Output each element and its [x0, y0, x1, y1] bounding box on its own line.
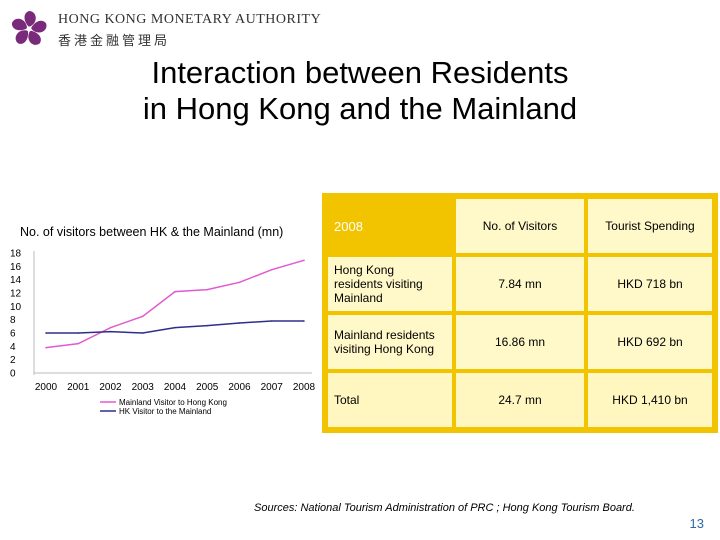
- series-point-0: [141, 315, 144, 318]
- table-row-label: Total: [328, 373, 452, 427]
- y-tick-label: 6: [10, 329, 16, 340]
- series-point-1: [45, 332, 47, 334]
- visitors-line-chart: No. of visitors between HK & the Mainlan…: [4, 210, 324, 430]
- table-row-spending: HKD 718 bn: [588, 257, 712, 311]
- table-row-visitors: 7.84 mn: [456, 257, 584, 311]
- page-title: Interaction between Residents in Hong Ko…: [60, 55, 660, 127]
- series-point-0: [206, 288, 209, 291]
- hkma-logo: HONG KONG MONETARY AUTHORITY 香港金融管理局: [8, 8, 321, 50]
- legend-label-0: Mainland Visitor to Hong Kong: [119, 398, 227, 407]
- y-tick-label: 16: [10, 262, 22, 273]
- series-point-0: [45, 346, 47, 349]
- series-point-0: [174, 290, 176, 293]
- x-tick-label: 2008: [293, 382, 316, 393]
- y-tick-label: 2: [10, 355, 16, 366]
- x-tick-label: 2006: [228, 382, 251, 393]
- chart-svg: No. of visitors between HK & the Mainlan…: [10, 225, 316, 416]
- x-tick-label: 2001: [67, 382, 90, 393]
- x-tick-label: 2000: [35, 382, 58, 393]
- series-point-1: [77, 332, 80, 334]
- chart-title: No. of visitors between HK & the Mainlan…: [20, 225, 283, 239]
- y-tick-label: 10: [10, 302, 22, 313]
- x-tick-label: 2003: [132, 382, 155, 393]
- series-point-1: [303, 320, 305, 322]
- series-point-0: [270, 268, 273, 271]
- series-point-0: [77, 342, 80, 345]
- x-tick-label: 2005: [196, 382, 219, 393]
- title-line-2: in Hong Kong and the Mainland: [142, 91, 578, 126]
- series-point-1: [141, 332, 144, 334]
- series-point-1: [206, 324, 209, 327]
- series-point-1: [270, 320, 273, 322]
- y-tick-label: 8: [10, 315, 16, 326]
- series-point-1: [238, 322, 241, 324]
- y-tick-label: 14: [10, 275, 22, 286]
- table-header-spending: Tourist Spending: [588, 199, 712, 253]
- table-row-spending: HKD 1,410 bn: [588, 373, 712, 427]
- x-tick-label: 2002: [99, 382, 122, 393]
- series-point-0: [303, 259, 305, 262]
- table-row-visitors: 16.86 mn: [456, 315, 584, 369]
- title-line-1: Interaction between Residents: [151, 55, 569, 90]
- y-tick-label: 12: [10, 289, 22, 300]
- x-tick-label: 2007: [261, 382, 284, 393]
- x-tick-label: 2004: [164, 382, 187, 393]
- series-line-0: [45, 259, 305, 349]
- page-number: 13: [689, 516, 704, 531]
- table-row-label: Mainland residents visiting Hong Kong: [328, 315, 452, 369]
- table-row-label: Hong Kong residents visiting Mainland: [328, 257, 452, 311]
- y-tick-label: 0: [10, 369, 16, 380]
- logo-name-en: HONG KONG MONETARY AUTHORITY: [58, 12, 322, 27]
- series-point-1: [174, 326, 176, 329]
- y-tick-label: 18: [10, 249, 22, 260]
- series-point-0: [238, 281, 241, 284]
- table-header-visitors: No. of Visitors: [456, 199, 584, 253]
- table-row-spending: HKD 692 bn: [588, 315, 712, 369]
- visitors-table: 2008 No. of Visitors Tourist Spending Ho…: [322, 193, 718, 433]
- series-point-0: [109, 326, 112, 329]
- table-header-year: 2008: [328, 199, 452, 253]
- table-row-visitors: 24.7 mn: [456, 373, 584, 427]
- legend-label-1: HK Visitor to the Mainland: [119, 407, 211, 416]
- y-tick-label: 4: [10, 342, 16, 353]
- series-point-1: [109, 330, 112, 333]
- logo-name-zh: 香港金融管理局: [58, 34, 171, 49]
- bauhinia-logo-icon: [11, 11, 47, 45]
- source-note: Sources: National Tourism Administration…: [254, 502, 635, 514]
